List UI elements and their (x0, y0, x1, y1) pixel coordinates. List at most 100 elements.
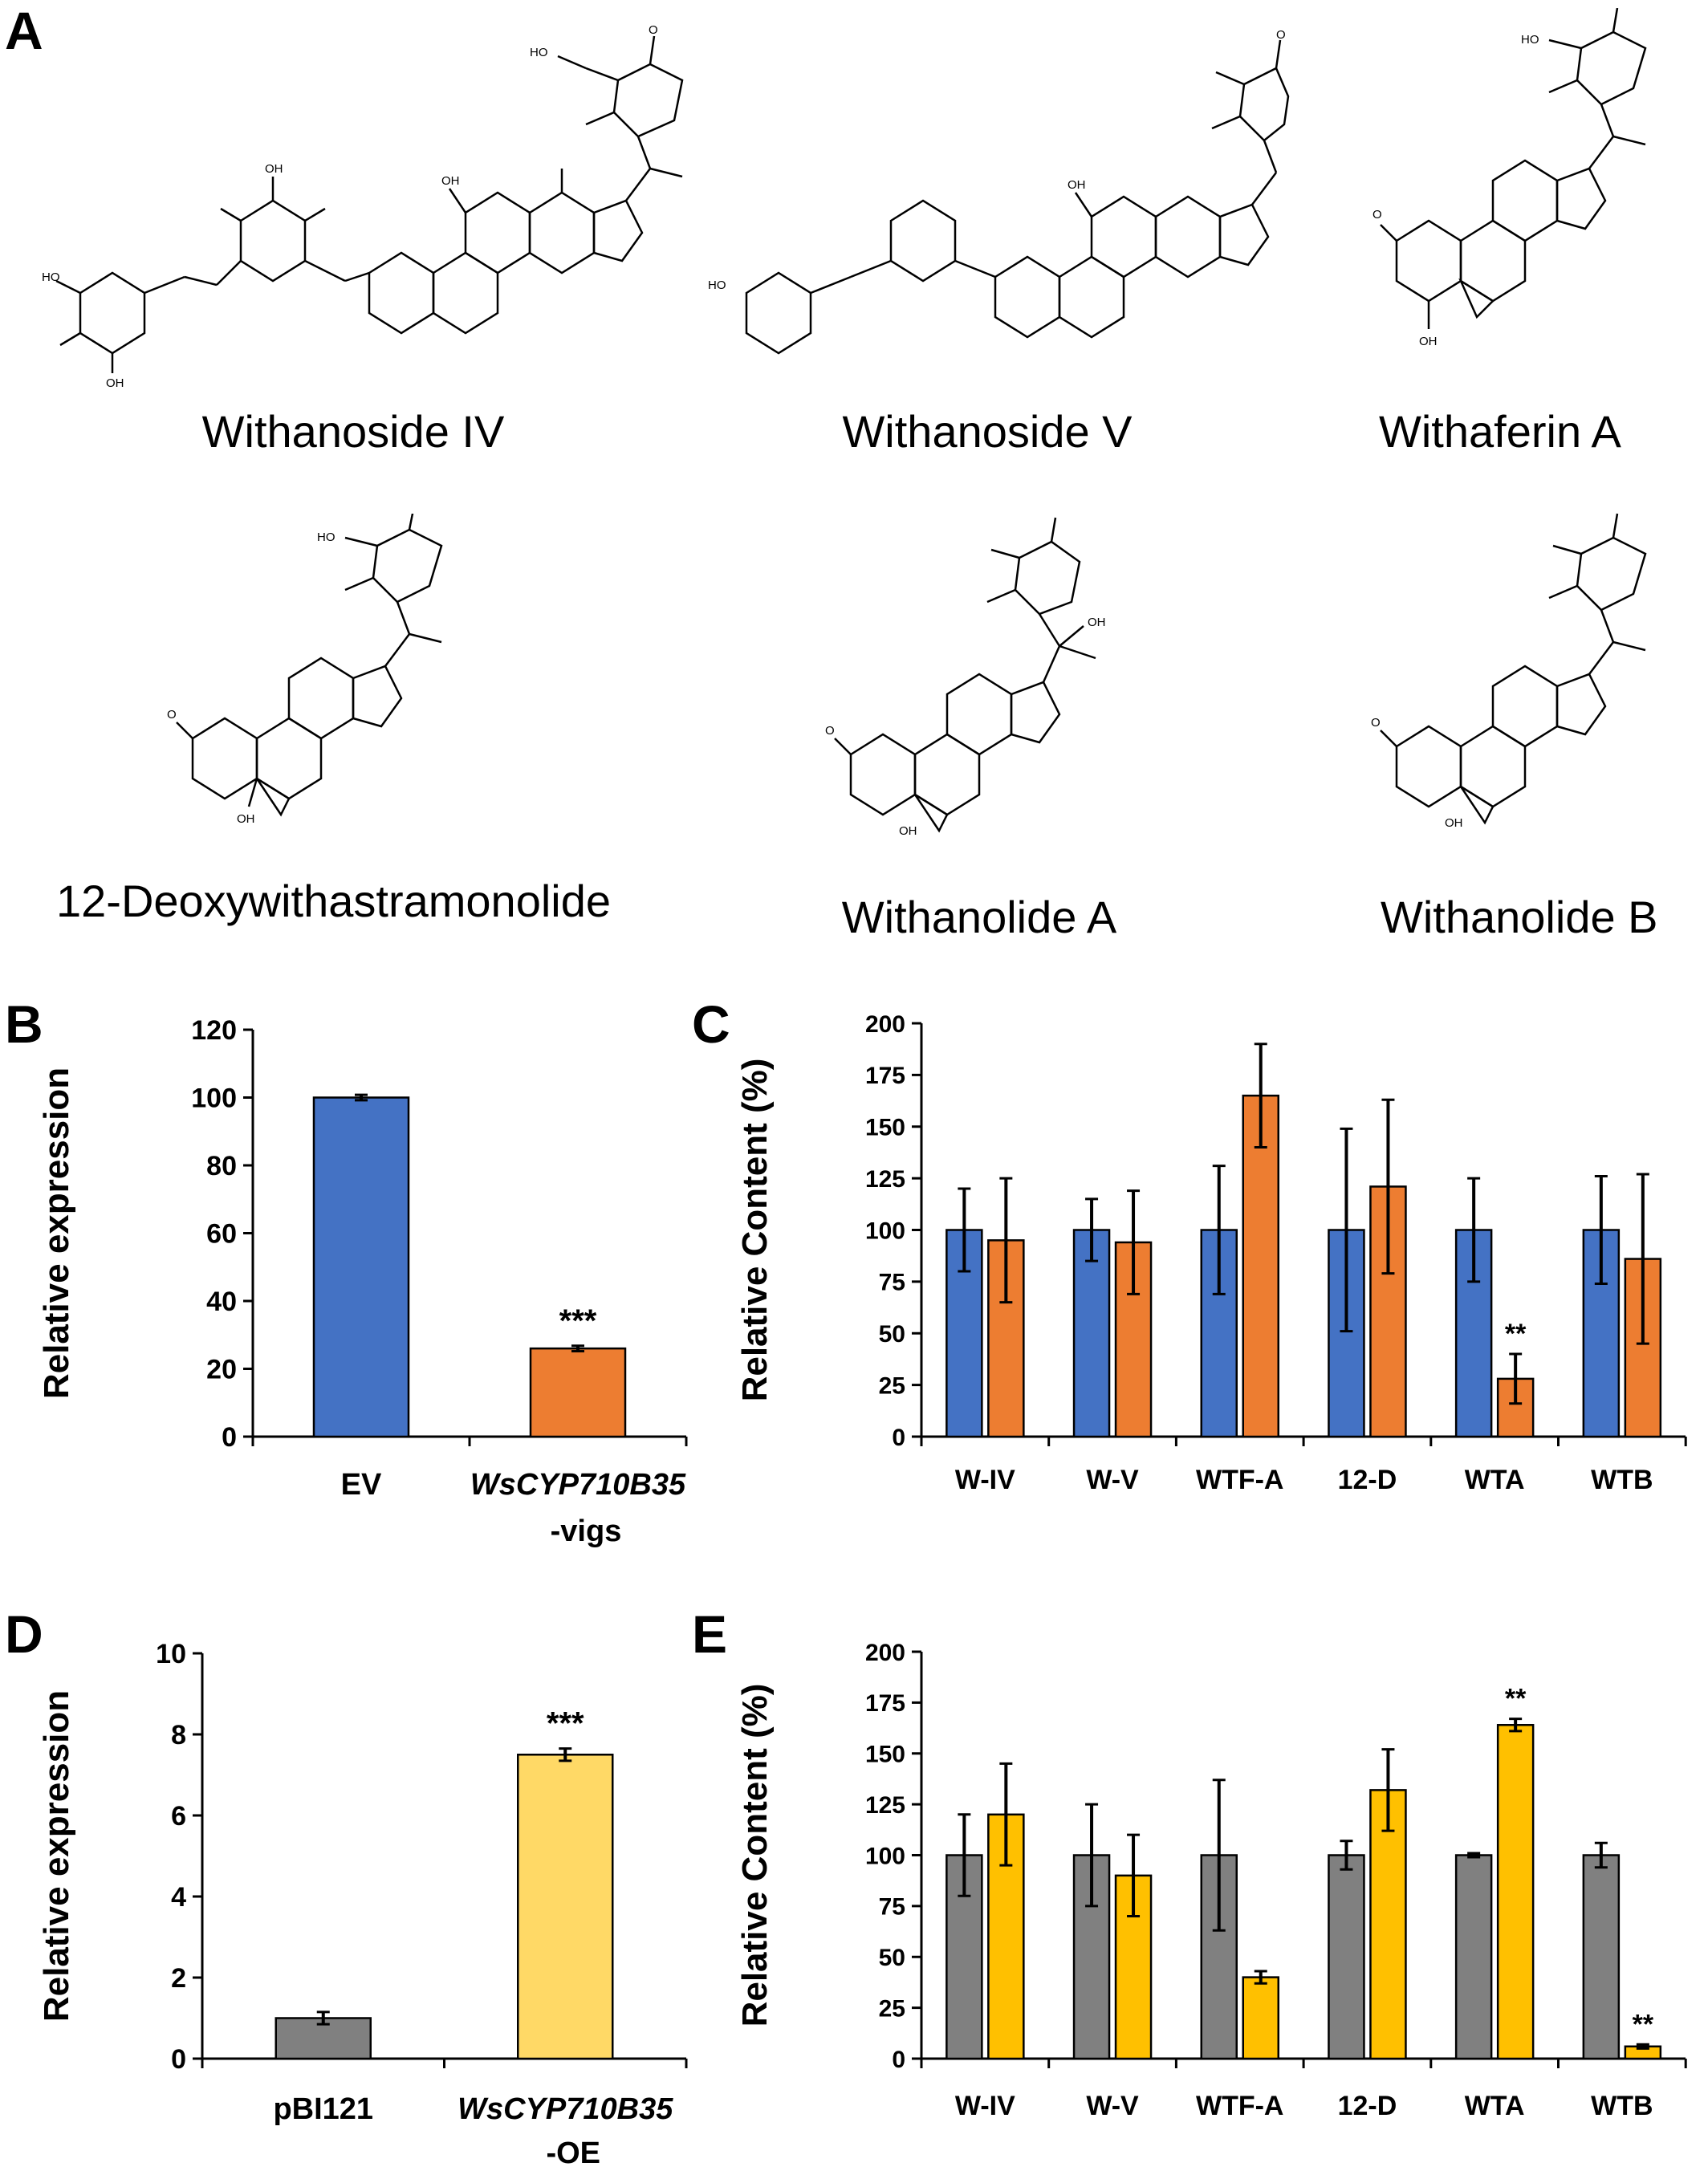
structure-label-oh: OH (265, 162, 283, 176)
chart-c-category-label: W-V (1086, 1465, 1139, 1495)
chart-e-bar-s1-4 (1454, 1854, 1493, 2060)
chart-c-y-axis-label: Relative Content (%) (735, 1059, 775, 1402)
panel-label-d: D (5, 1604, 43, 1664)
chart-e-category-label: 12-D (1338, 2091, 1397, 2121)
chart-b-y-tick-label: 20 (206, 1355, 237, 1385)
chart-e-y-tick-label: 150 (865, 1742, 905, 1768)
structure-label-oh: OH (237, 812, 255, 826)
chart-e-category-label: WTF-A (1196, 2091, 1284, 2121)
chart-e-y-tick-label: 25 (879, 1995, 905, 2022)
structure-label-oh: OH (1445, 816, 1463, 830)
chart-c-y-tick-label: 150 (865, 1115, 905, 1141)
chart-b-bar-0 (312, 1096, 410, 1438)
chart-d-y-axis-label: Relative expression (37, 1690, 76, 2022)
chart-c-y-tick-label: 50 (879, 1321, 905, 1348)
chart-b-y-tick-label: 80 (206, 1151, 237, 1181)
structure-label-o: O (167, 708, 177, 722)
compound-name-withanoside-v: Withanoside V (842, 406, 1133, 457)
chart-c-category-label: WTB (1591, 1465, 1653, 1495)
chart-c-category-label: 12-D (1338, 1465, 1397, 1495)
chart-c-bar-s1-1 (1072, 1229, 1111, 1438)
structure-label-oh: OH (899, 824, 917, 838)
structure-label-o: O (1372, 208, 1382, 222)
structure-label-o: O (1371, 716, 1381, 730)
panel-label-c: C (692, 994, 730, 1054)
chart-c-significance-label: ** (1505, 1319, 1527, 1349)
compound-name-withanolide-a: Withanolide A (841, 892, 1117, 942)
structure-label-o: O (1276, 28, 1286, 42)
chart-b-category-label: EV (341, 1468, 382, 1502)
structure-label-o: O (825, 724, 835, 738)
chart-e-y-tick-label: 50 (879, 1945, 905, 1971)
chart-b-category-label: WsCYP710B35 (470, 1468, 686, 1502)
structure-withanoside-v: HO OH O (708, 28, 1290, 355)
chart-e-bar-s2-2 (1242, 1976, 1279, 2060)
chart-d-y-tick-label: 10 (156, 1639, 186, 1669)
chart-c-bar-s2-2 (1242, 1094, 1279, 1438)
chart-e-bar-s1-5 (1582, 1854, 1621, 2060)
chart-c-y-tick-label: 100 (865, 1218, 905, 1244)
structure-withanolide-b: O OH (1371, 513, 1647, 830)
chart-e-y-tick-label: 200 (865, 1640, 905, 1666)
compound-name-withanolide-b: Withanolide B (1381, 892, 1658, 942)
chart-b-y-axis-label: Relative expression (37, 1067, 76, 1399)
chart-d-y-tick-label: 4 (171, 1882, 186, 1913)
chart-d-y-tick-label: 6 (171, 1801, 186, 1832)
chart-d-category-label: pBI121 (273, 2092, 373, 2126)
chart-e-category-label: WTB (1591, 2091, 1653, 2121)
chart-d-y-tick-label: 8 (171, 1720, 186, 1750)
structure-label-ho: HO (1521, 33, 1539, 47)
chart-c-category-label: W-IV (955, 1465, 1015, 1495)
chart-b-y-tick-label: 40 (206, 1287, 237, 1317)
structure-label-ho: HO (708, 278, 726, 292)
panel-label-b: B (5, 994, 43, 1054)
chart-e-y-tick-label: 100 (865, 1843, 905, 1869)
structure-withaferin-a: HO O OH (1372, 8, 1647, 348)
chart-c-y-tick-label: 0 (892, 1425, 905, 1451)
structure-label-ho: HO (530, 46, 548, 59)
structure-label-oh: OH (1068, 178, 1086, 192)
structure-label-ho: HO (42, 270, 60, 284)
chart-d-bar-1 (517, 1754, 614, 2060)
chart-b-bar-1 (529, 1347, 627, 1438)
chart-b-significance-label: *** (559, 1303, 597, 1339)
chart-b-y-tick-label: 0 (222, 1422, 237, 1453)
chart-e-y-axis-label: Relative Content (%) (735, 1684, 775, 2027)
chart-e-y-tick-label: 0 (892, 2047, 905, 2073)
structure-label-ho: HO (317, 531, 336, 544)
chart-d-category-sublabel: -OE (546, 2136, 600, 2170)
chart-c-y-tick-label: 25 (879, 1372, 905, 1399)
structure-label-oh: OH (106, 376, 124, 390)
structure-withanolide-a: OH O OH (825, 517, 1106, 838)
structure-12-deoxywithastramonolide: HO O OH (167, 514, 443, 826)
chart-c-y-tick-label: 200 (865, 1011, 905, 1038)
chart-e-y-tick-label: 125 (865, 1792, 905, 1819)
chart-c-y-tick-label: 175 (865, 1063, 905, 1089)
chart-e-y-tick-label: 75 (879, 1894, 905, 1921)
structure-label-oh: OH (1419, 335, 1438, 348)
chart-e-bar-s1-3 (1328, 1854, 1365, 2060)
chart-e-significance-label: ** (1505, 1684, 1527, 1714)
panel-label-a: A (5, 1, 43, 60)
chart-d-significance-label: *** (547, 1706, 584, 1742)
chart-e-category-label: W-V (1086, 2091, 1139, 2121)
chart-e-bar-s2-4 (1496, 1724, 1535, 2060)
structure-label-oh: OH (1088, 616, 1106, 629)
compound-name-12-deoxywithastramonolide: 12-Deoxywithastramonolide (56, 876, 612, 926)
structure-label-oh: OH (441, 174, 460, 188)
chart-e-significance-label: ** (1633, 2009, 1654, 2039)
chart-b-y-tick-label: 60 (206, 1219, 237, 1250)
structure-withanoside-iv: HO OH OH OH HO O (42, 23, 684, 390)
compound-name-withanoside-iv: Withanoside IV (201, 406, 505, 457)
chart-e-y-tick-label: 175 (865, 1690, 905, 1717)
structure-label-o: O (649, 23, 658, 37)
compound-name-withaferin-a: Withaferin A (1379, 406, 1621, 457)
chart-e-category-label: WTA (1465, 2091, 1525, 2121)
chart-c-y-tick-label: 125 (865, 1166, 905, 1193)
panel-label-e: E (692, 1604, 728, 1664)
chart-b-category-sublabel: -vigs (551, 1514, 622, 1548)
chart-e-category-label: W-IV (955, 2091, 1015, 2121)
chart-d-y-tick-label: 0 (171, 2044, 186, 2075)
chart-c-category-label: WTF-A (1196, 1465, 1284, 1495)
